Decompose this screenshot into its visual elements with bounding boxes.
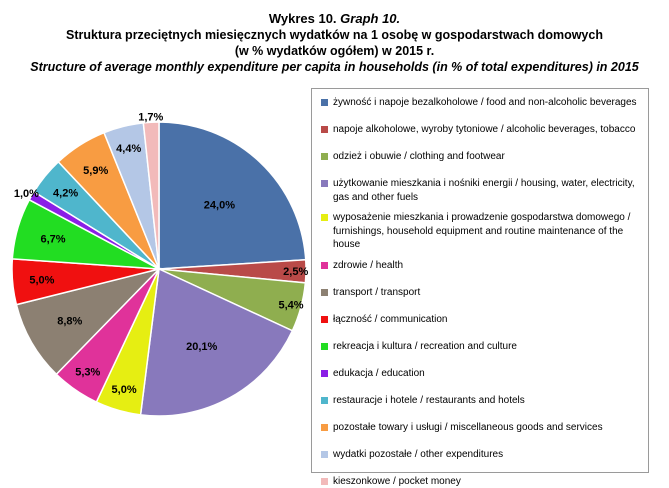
- legend-label: żywność i napoje bezalkoholowe / food an…: [333, 96, 644, 110]
- legend-label: transport / transport: [333, 286, 644, 300]
- slice-value-label: 5,0%: [29, 274, 54, 286]
- graph-number-en: Graph 10.: [340, 11, 400, 26]
- slice-value-label: 1,0%: [14, 188, 39, 200]
- slice-value-label: 2,5%: [283, 266, 308, 278]
- slice-value-label: 1,7%: [138, 111, 163, 123]
- chart-title-pl: Struktura przeciętnych miesięcznych wyda…: [0, 27, 669, 43]
- legend-label: rekreacja i kultura / recreation and cul…: [333, 340, 644, 354]
- legend-label: użytkowanie mieszkania i nośniki energii…: [333, 177, 644, 204]
- legend-item: kieszonkowe / pocket money: [321, 475, 644, 488]
- legend-label: edukacja / education: [333, 367, 644, 381]
- legend-swatch: [321, 153, 328, 160]
- legend-swatch: [321, 262, 328, 269]
- pie-slice: [159, 122, 306, 269]
- legend-swatch: [321, 316, 328, 323]
- legend-label: zdrowie / health: [333, 259, 644, 273]
- chart-legend: żywność i napoje bezalkoholowe / food an…: [311, 88, 649, 473]
- legend-swatch: [321, 397, 328, 404]
- legend-swatch: [321, 370, 328, 377]
- legend-label: napoje alkoholowe, wyroby tytoniowe / al…: [333, 123, 644, 137]
- legend-item: restauracje i hotele / restaurants and h…: [321, 394, 644, 408]
- pie-chart: 24,0% 2,5% 5,4% 20,1% 5,0% 5,3% 8,8% 5,0% 6,7% 1,…: [0, 98, 310, 438]
- graph-number-pl: Wykres 10.: [269, 11, 337, 26]
- legend-label: łączność / communication: [333, 313, 644, 327]
- legend-swatch: [321, 126, 328, 133]
- chart-title-en: Structure of average monthly expenditure…: [0, 59, 669, 75]
- legend-swatch: [321, 180, 328, 187]
- slice-value-label: 4,2%: [53, 188, 78, 200]
- legend-item: napoje alkoholowe, wyroby tytoniowe / al…: [321, 123, 644, 137]
- chart-title-block: Wykres 10. Graph 10. Struktura przeciętn…: [0, 10, 669, 75]
- legend-item: rekreacja i kultura / recreation and cul…: [321, 340, 644, 354]
- legend-item: zdrowie / health: [321, 259, 644, 273]
- legend-label: pozostałe towary i usługi / miscellaneou…: [333, 421, 644, 435]
- slice-value-label: 20,1%: [186, 341, 217, 353]
- slice-value-label: 24,0%: [204, 200, 235, 212]
- legend-swatch: [321, 451, 328, 458]
- legend-item: wydatki pozostałe / other expenditures: [321, 448, 644, 462]
- legend-swatch: [321, 289, 328, 296]
- legend-label: wydatki pozostałe / other expenditures: [333, 448, 644, 462]
- legend-item: wyposażenie mieszkania i prowadzenie gos…: [321, 211, 644, 252]
- slice-value-label: 4,4%: [116, 143, 141, 155]
- legend-label: odzież i obuwie / clothing and footwear: [333, 150, 644, 164]
- slice-value-label: 5,4%: [278, 300, 303, 312]
- slice-value-label: 6,7%: [40, 234, 65, 246]
- legend-item: łączność / communication: [321, 313, 644, 327]
- legend-item: użytkowanie mieszkania i nośniki energii…: [321, 177, 644, 204]
- legend-swatch: [321, 343, 328, 350]
- legend-item: transport / transport: [321, 286, 644, 300]
- legend-item: pozostałe towary i usługi / miscellaneou…: [321, 421, 644, 435]
- legend-label: restauracje i hotele / restaurants and h…: [333, 394, 644, 408]
- legend-swatch: [321, 424, 328, 431]
- slice-value-label: 5,3%: [75, 367, 100, 379]
- legend-swatch: [321, 99, 328, 106]
- legend-item: żywność i napoje bezalkoholowe / food an…: [321, 96, 644, 110]
- slice-value-label: 5,0%: [112, 384, 137, 396]
- legend-item: edukacja / education: [321, 367, 644, 381]
- slice-value-label: 8,8%: [57, 315, 82, 327]
- legend-label: kieszonkowe / pocket money: [333, 475, 644, 488]
- legend-swatch: [321, 214, 328, 221]
- legend-label: wyposażenie mieszkania i prowadzenie gos…: [333, 211, 644, 252]
- chart-subtitle-pl: (w % wydatków ogółem) w 2015 r.: [0, 43, 669, 59]
- chart-title-number: Wykres 10. Graph 10.: [0, 10, 669, 27]
- legend-swatch: [321, 478, 328, 485]
- slice-value-label: 5,9%: [83, 165, 108, 177]
- legend-item: odzież i obuwie / clothing and footwear: [321, 150, 644, 164]
